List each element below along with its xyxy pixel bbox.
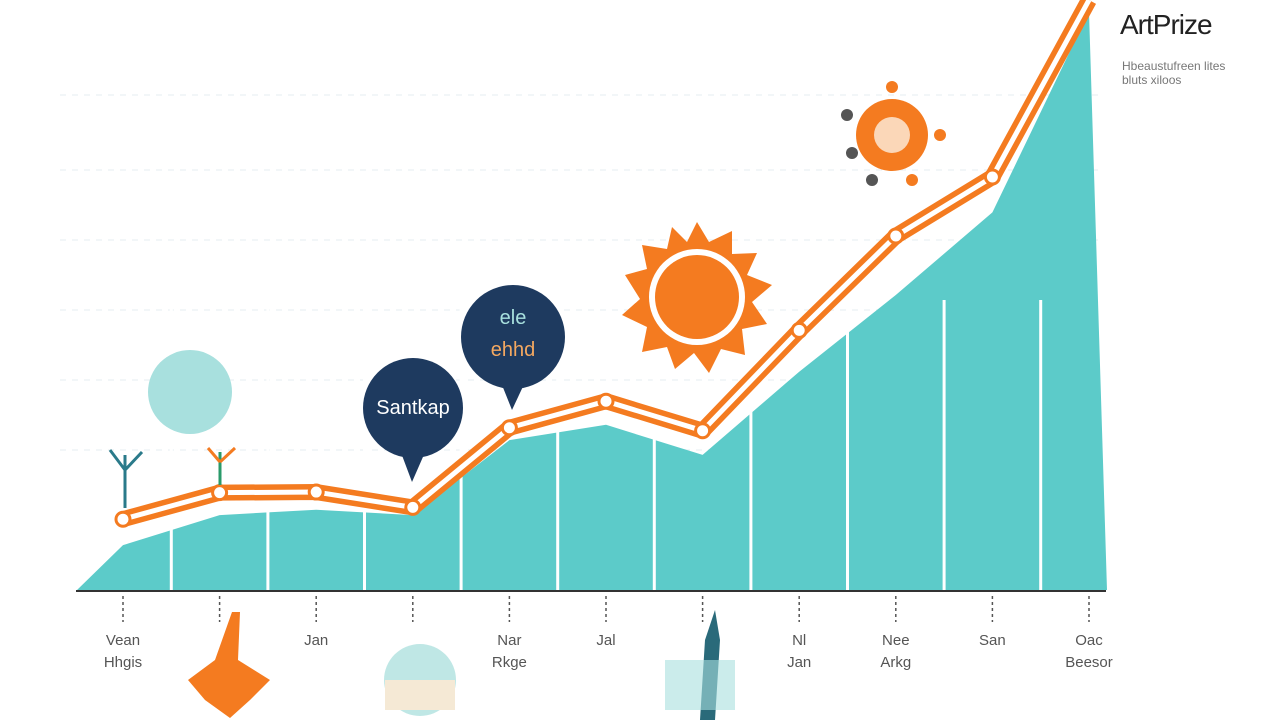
point: [404, 498, 422, 516]
point: [211, 484, 229, 502]
subtitle: Hbeaustufreen lites: [1122, 59, 1225, 73]
annotation: ehhd: [491, 339, 536, 361]
point: [597, 392, 615, 410]
sun: [622, 222, 772, 373]
tree: [108, 446, 237, 508]
point: [983, 168, 1001, 186]
point: [114, 510, 132, 528]
point: [887, 227, 905, 245]
x-tick-label: Nar Rkge: [491, 632, 527, 671]
x-tick-label: Oac Beesor: [1065, 632, 1113, 671]
subtitle: bluts xiloos: [1122, 73, 1181, 87]
point: [307, 483, 325, 501]
x-tick-label: Nee Arkg: [880, 632, 912, 671]
title: ArtPrize: [1120, 9, 1212, 40]
annotation: Santkap: [376, 397, 449, 419]
x-tick-label: Nl Jan: [787, 632, 812, 671]
x-tick-label: Vean Hhgis: [103, 632, 143, 671]
area: [77, 11, 1107, 591]
point: [500, 419, 518, 437]
deco-circle: [148, 350, 232, 434]
point: [790, 321, 808, 339]
point: [694, 422, 712, 440]
x-tick-label: Jal: [596, 632, 616, 649]
bottom-icons: [188, 610, 735, 720]
small-sun: [841, 81, 946, 186]
bubble: [363, 285, 565, 482]
x-tick-label: Jan: [304, 632, 329, 649]
x-tick-label: San: [979, 632, 1006, 649]
annotation: ele: [500, 307, 527, 329]
